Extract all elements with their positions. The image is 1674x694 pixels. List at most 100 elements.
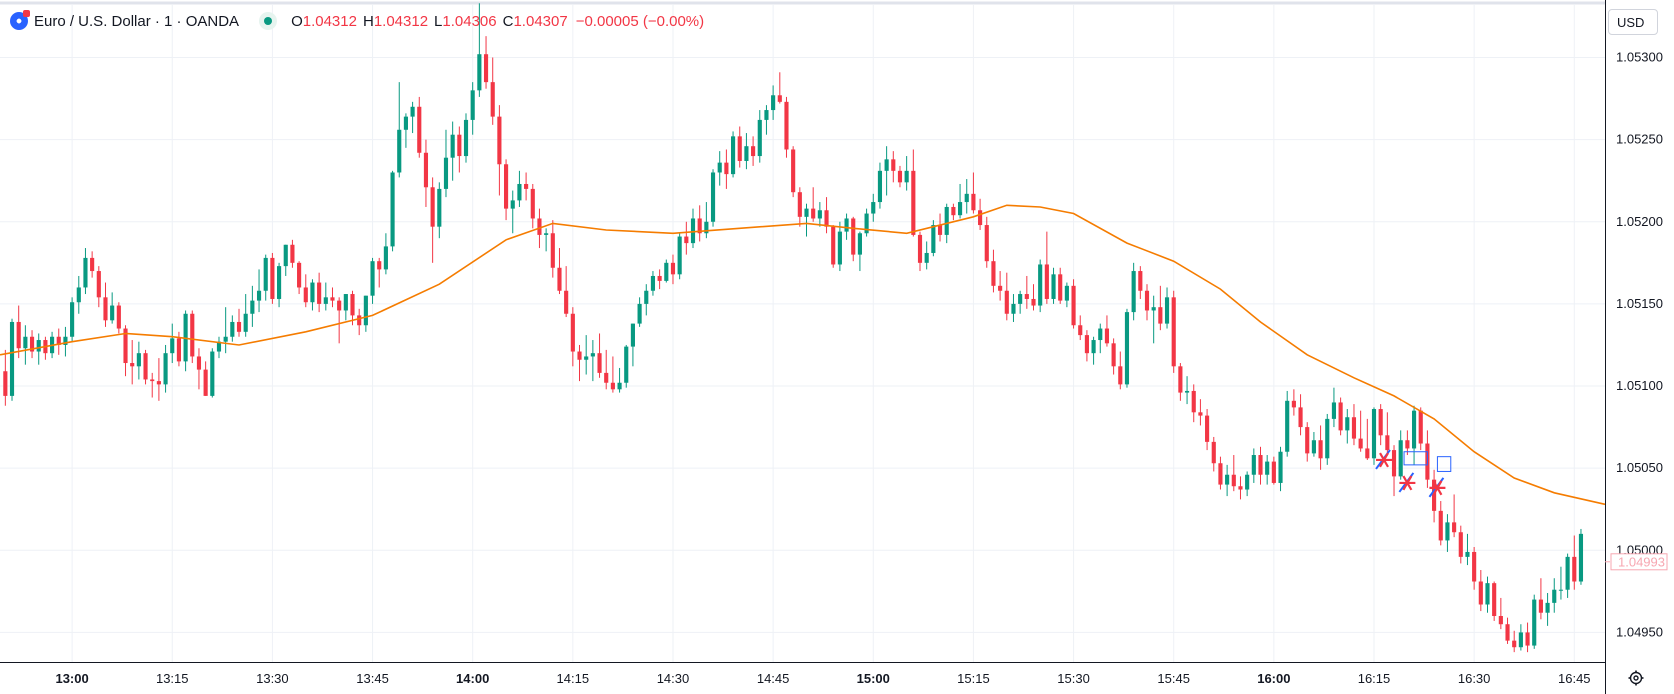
- candle-body: [176, 338, 181, 362]
- symbol-title[interactable]: Euro / U.S. Dollar · 1 · OANDA: [34, 12, 240, 30]
- candle-body: [724, 162, 729, 175]
- currency-button[interactable]: USD: [1608, 9, 1658, 35]
- price-tick-label: 1.05250: [1616, 132, 1663, 147]
- symbol-legend: Euro / U.S. Dollar · 1 · OANDA O 1.04312 …: [10, 10, 704, 32]
- candle-body: [1578, 533, 1584, 582]
- candle-body: [297, 262, 302, 288]
- change-value: −0.00005 (−0.00%): [575, 12, 705, 30]
- candle-body: [904, 170, 909, 183]
- gear-icon: [1628, 670, 1644, 686]
- candle-body: [931, 225, 936, 253]
- candle-body: [584, 356, 589, 360]
- candle-body: [1525, 632, 1530, 646]
- candle-body: [1011, 303, 1016, 314]
- candle-body: [1478, 581, 1483, 605]
- candle-body: [1071, 285, 1076, 326]
- candle-body: [1345, 417, 1350, 431]
- candle-body: [644, 290, 649, 304]
- candle-body: [1411, 410, 1417, 449]
- candle-body: [1058, 274, 1063, 301]
- signal-marker-star: [1402, 475, 1413, 491]
- candle-body: [817, 210, 822, 219]
- time-tick-label: 13:45: [356, 671, 389, 686]
- candle-body: [1278, 451, 1283, 483]
- candle-body: [463, 119, 469, 157]
- candle-body: [1024, 294, 1029, 299]
- candle-body: [1398, 440, 1403, 477]
- candle-body: [437, 188, 442, 227]
- time-tick-label: 14:30: [657, 671, 690, 686]
- candle-body: [1291, 400, 1296, 408]
- candle-body: [283, 244, 288, 267]
- candle-body: [163, 353, 168, 385]
- candle-body: [730, 136, 736, 175]
- candle-body: [377, 261, 382, 270]
- candle-body: [143, 353, 148, 380]
- price-tick-label: 1.04950: [1616, 624, 1663, 639]
- candle-body: [1218, 463, 1223, 485]
- candle-body: [9, 321, 15, 396]
- candle-body: [1311, 440, 1316, 454]
- candle-body: [330, 297, 335, 301]
- time-tick-label: 15:15: [957, 671, 990, 686]
- candle-body: [1238, 486, 1243, 490]
- candle-body: [984, 225, 989, 262]
- candle-body: [991, 261, 996, 286]
- candle-body: [210, 351, 215, 396]
- candle-body: [36, 340, 41, 352]
- candle-body: [490, 82, 495, 117]
- candle-body: [670, 262, 676, 275]
- candle-body: [1365, 448, 1370, 459]
- candle-body: [1351, 417, 1357, 439]
- candle-body: [1184, 390, 1190, 393]
- market-status-dot-icon[interactable]: [259, 12, 278, 30]
- candle-body: [1178, 366, 1183, 393]
- candle-body: [1505, 624, 1510, 641]
- candle-body: [710, 172, 716, 222]
- candle-body: [877, 170, 883, 203]
- candle-body: [1205, 415, 1210, 442]
- candle-body: [363, 295, 368, 326]
- candle-body: [957, 202, 963, 216]
- candle-body: [1144, 290, 1150, 311]
- settings-button[interactable]: [1625, 667, 1647, 689]
- candle-body: [1418, 410, 1423, 444]
- open-value: 1.04312: [302, 12, 357, 30]
- candle-body: [310, 282, 315, 303]
- candle-body: [223, 336, 228, 342]
- candle-body: [277, 266, 282, 299]
- candle-body: [263, 257, 268, 291]
- candle-body: [1138, 271, 1143, 291]
- candle-body: [537, 218, 542, 235]
- candle-body: [637, 303, 642, 324]
- candle-body: [871, 202, 876, 214]
- candle-body: [677, 236, 682, 275]
- candle-body: [657, 275, 662, 281]
- candle-body: [824, 210, 829, 227]
- signal-marker-box: [1403, 451, 1428, 466]
- candle-body: [123, 328, 128, 364]
- symbol-logo-icon: [10, 10, 30, 30]
- time-tick-label: 14:15: [557, 671, 590, 686]
- candle-body: [831, 226, 836, 265]
- candle-body: [503, 164, 509, 209]
- candle-body: [630, 323, 635, 347]
- candle-body: [1438, 510, 1443, 541]
- time-tick-label: 13:15: [156, 671, 189, 686]
- candle-body: [1452, 522, 1457, 533]
- candle-body: [23, 336, 28, 349]
- candle-body: [917, 234, 923, 263]
- candle-body: [1171, 297, 1176, 367]
- candle-body: [1518, 632, 1523, 648]
- candle-body: [1031, 298, 1036, 306]
- candle-body: [236, 321, 242, 332]
- candle-body: [16, 321, 21, 349]
- candle-body: [1131, 271, 1136, 313]
- candle-body: [1078, 325, 1083, 336]
- candle-body: [1211, 441, 1216, 464]
- candle-body: [891, 159, 896, 171]
- candle-body: [1191, 390, 1196, 413]
- candle-body: [190, 313, 195, 357]
- candle-body: [998, 285, 1003, 291]
